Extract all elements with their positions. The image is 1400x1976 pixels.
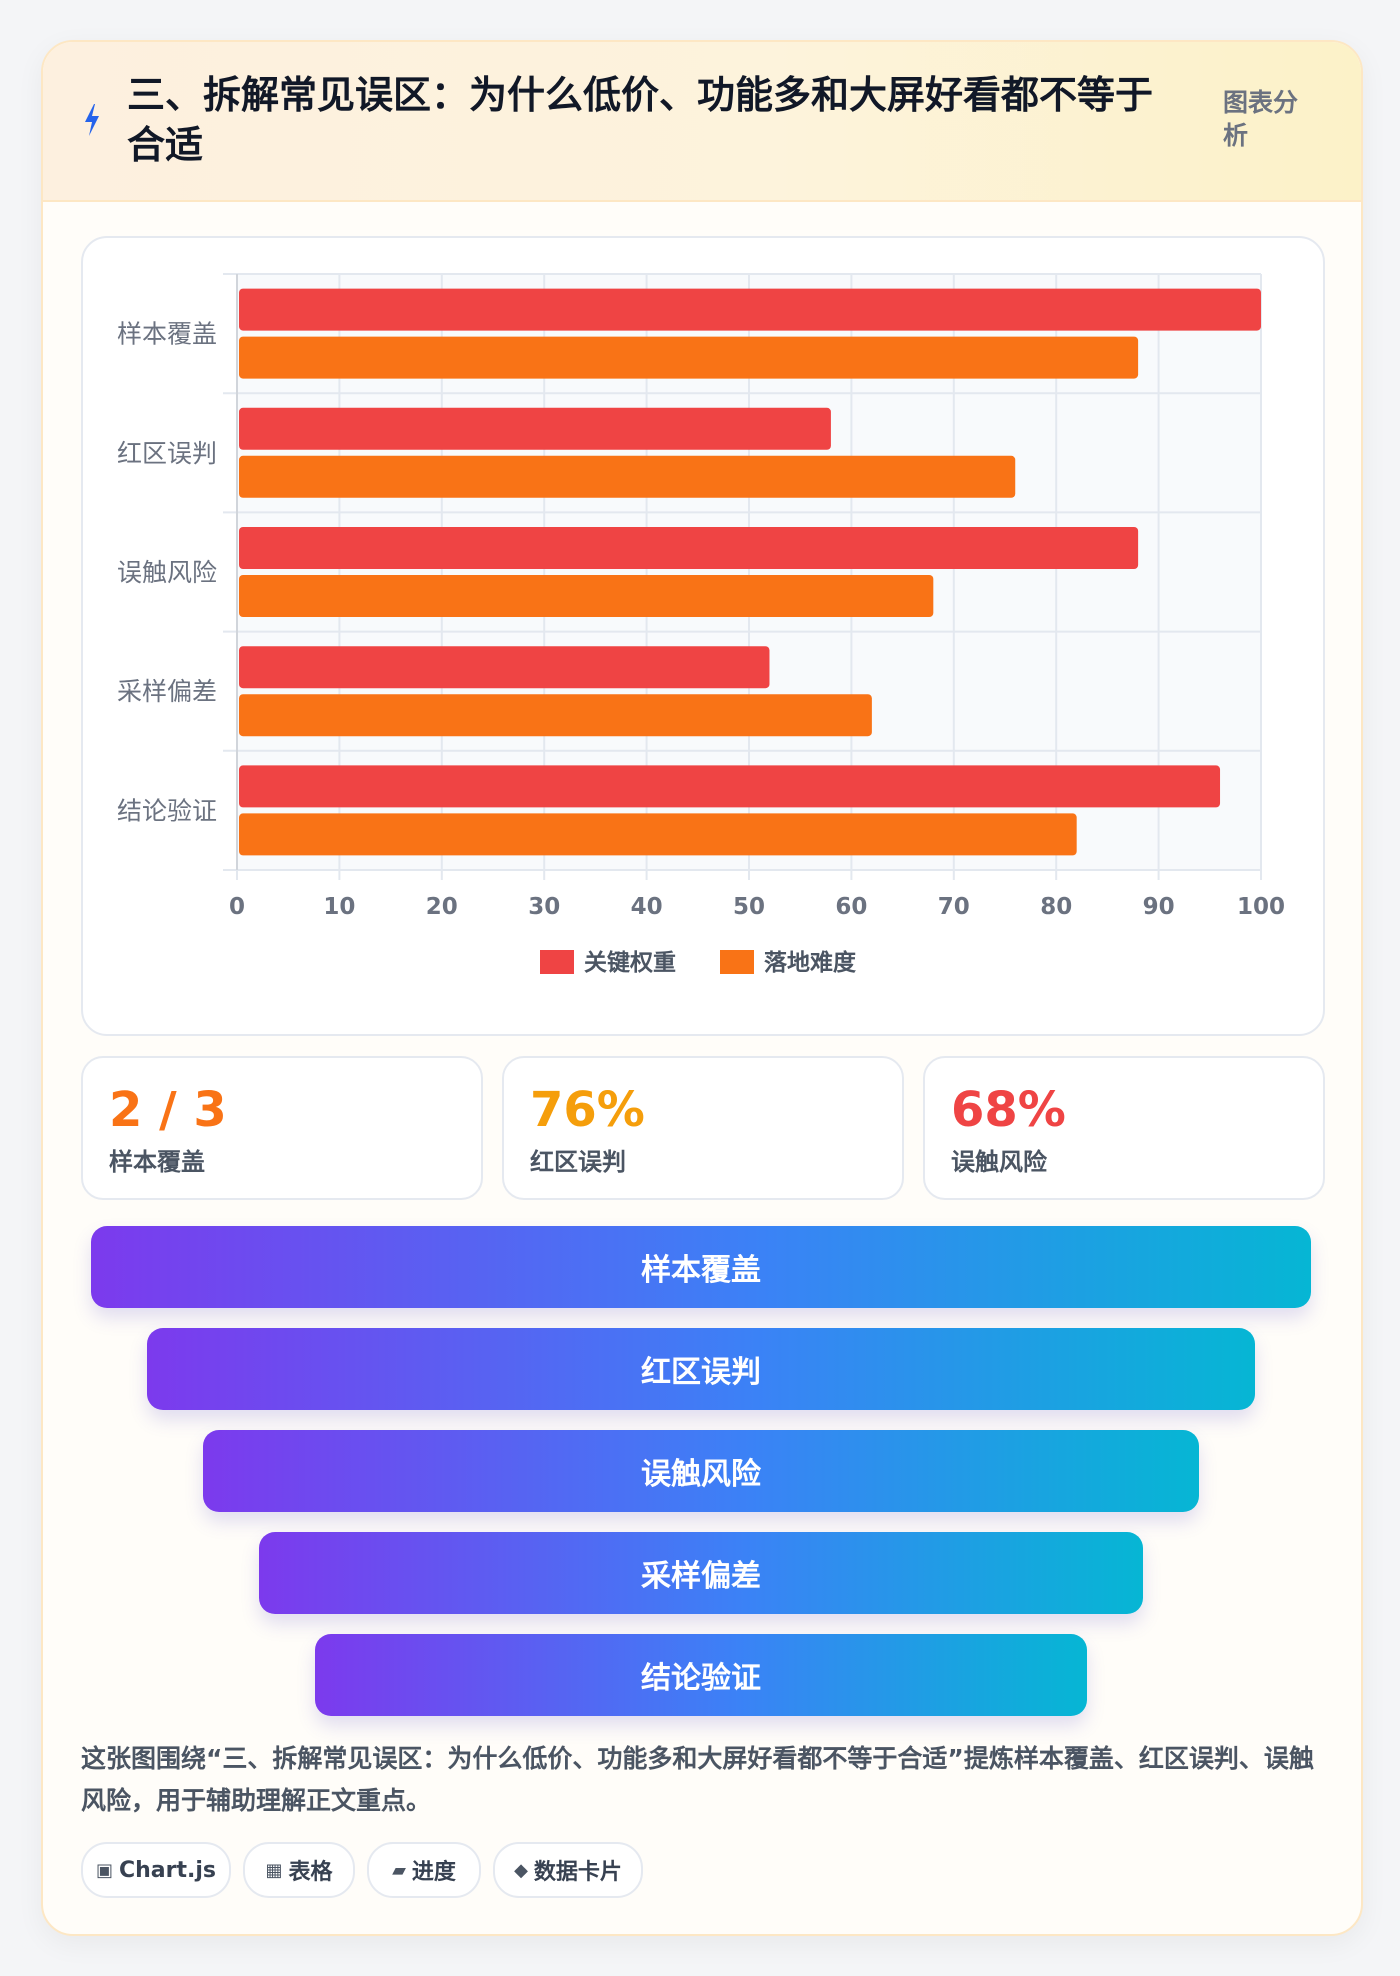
bar-1-3 xyxy=(239,694,872,737)
stat-label: 红区误判 xyxy=(530,1148,626,1176)
x-tick-label: 40 xyxy=(631,894,663,920)
table-icon: ▦ xyxy=(265,1859,283,1881)
funnel-step-5: 结论验证 xyxy=(315,1634,1087,1716)
x-tick-label: 0 xyxy=(229,894,245,920)
stat-card-mistouch-risk: 68% 误触风险 xyxy=(923,1056,1325,1200)
chip-progress[interactable]: ▰ 进度 xyxy=(367,1842,481,1898)
x-tick-label: 10 xyxy=(323,894,355,920)
bar-0-4 xyxy=(239,765,1221,808)
bar-chart-panel: 0 10 20 30 40 50 60 70 80 90 100 样本覆盖红区误判误触风险采样偏差结论… xyxy=(81,236,1325,1036)
data-card-icon: ◆ xyxy=(514,1859,528,1881)
funnel-step-label: 误触风险 xyxy=(641,1457,761,1492)
funnel-step-4: 采样偏差 xyxy=(259,1532,1143,1614)
page-title: 三、拆解常见误区：为什么低价、功能多和大屏好看都不等于合适 xyxy=(127,73,1154,167)
bar-1-4 xyxy=(239,813,1077,856)
bar-0-1 xyxy=(239,407,831,450)
chip-label: 表格 xyxy=(288,1860,333,1885)
funnel-step-label: 采样偏差 xyxy=(641,1559,761,1594)
x-tick-label: 80 xyxy=(1040,894,1072,920)
stat-card-sample-coverage: 2 / 3 样本覆盖 xyxy=(81,1056,483,1200)
y-category-label: 结论验证 xyxy=(117,796,217,825)
bar-1-1 xyxy=(239,455,1016,498)
legend-label: 关键权重 xyxy=(584,949,676,976)
bar-0-0 xyxy=(239,288,1261,331)
article-card: 三、拆解常见误区：为什么低价、功能多和大屏好看都不等于合适 图表分析 0 10 20… xyxy=(41,40,1363,1936)
y-category-label: 采样偏差 xyxy=(117,677,217,706)
y-category-label: 红区误判 xyxy=(117,439,217,468)
x-tick-label: 20 xyxy=(426,894,458,920)
lightning-icon xyxy=(85,104,99,136)
bar-chart: 0 10 20 30 40 50 60 70 80 90 100 样本覆盖红区误判误触风险采样偏差结论… xyxy=(117,273,1285,976)
funnel-step-3: 误触风险 xyxy=(203,1430,1199,1512)
stat-value: 68% xyxy=(951,1082,1066,1138)
stat-label: 误触风险 xyxy=(951,1148,1047,1176)
chip-table[interactable]: ▦ 表格 xyxy=(243,1842,355,1898)
x-tick-label: 50 xyxy=(733,894,765,920)
funnel-step-1: 样本覆盖 xyxy=(91,1226,1311,1308)
section-header: 三、拆解常见误区：为什么低价、功能多和大屏好看都不等于合适 图表分析 xyxy=(43,42,1361,202)
chart-analysis-tag: 图表分析 xyxy=(1223,88,1299,150)
funnel-step-2: 红区误判 xyxy=(147,1328,1255,1410)
bar-0-3 xyxy=(239,646,770,689)
chip-label: 数据卡片 xyxy=(533,1860,622,1885)
bar-1-2 xyxy=(239,575,934,617)
y-category-label: 样本覆盖 xyxy=(117,320,217,349)
chip-data-card[interactable]: ◆ 数据卡片 xyxy=(493,1842,643,1898)
stat-label: 样本覆盖 xyxy=(109,1148,205,1176)
bar-0-2 xyxy=(239,527,1139,569)
x-tick-label: 30 xyxy=(528,894,560,920)
funnel-step-label: 红区误判 xyxy=(641,1355,761,1390)
y-category-label: 误触风险 xyxy=(117,558,217,587)
chart-caption: 这张图围绕“三、拆解常见误区：为什么低价、功能多和大屏好看都不等于合适”提炼样本… xyxy=(81,1744,1314,1815)
stat-value: 2 / 3 xyxy=(109,1082,227,1138)
x-tick-label: 60 xyxy=(835,894,867,920)
chart-icon: ▣ xyxy=(95,1859,113,1881)
chip-chartjs[interactable]: ▣ Chart.js xyxy=(81,1842,231,1898)
funnel-step-label: 样本覆盖 xyxy=(641,1253,761,1288)
chip-label: 进度 xyxy=(411,1860,456,1885)
legend-swatch xyxy=(720,950,754,974)
stat-card-red-zone: 76% 红区误判 xyxy=(502,1056,904,1200)
stat-value: 76% xyxy=(530,1082,645,1138)
bar-1-0 xyxy=(239,336,1139,379)
progress-icon: ▰ xyxy=(392,1859,406,1881)
funnel-step-label: 结论验证 xyxy=(641,1661,761,1696)
legend-label: 落地难度 xyxy=(764,949,857,976)
legend-swatch xyxy=(540,950,574,974)
x-tick-label: 70 xyxy=(938,894,970,920)
x-tick-label: 90 xyxy=(1143,894,1175,920)
chip-label: Chart.js xyxy=(119,1857,217,1883)
x-tick-label: 100 xyxy=(1237,894,1285,920)
